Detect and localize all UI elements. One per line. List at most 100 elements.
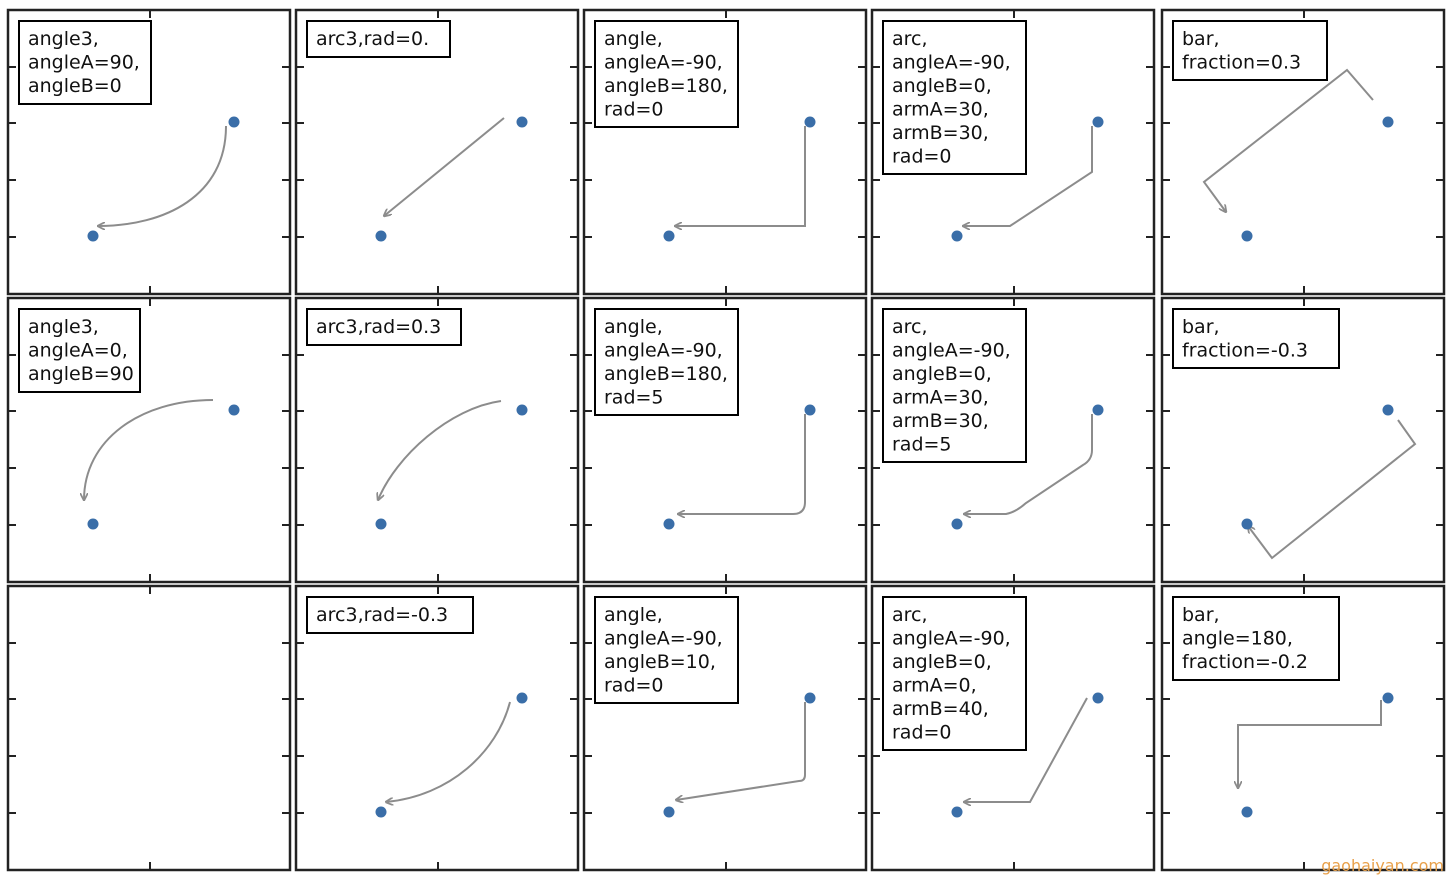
label-line: angle=180, [1182,628,1293,650]
point-a [375,230,387,242]
label-box-border [594,20,739,128]
point-a [375,806,387,818]
connector-arrow [98,125,227,226]
label-line: angleA=-90, [604,628,723,650]
label-box: arc,angleA=-90,angleB=0,armA=0,armB=40,r… [882,596,1027,751]
label-box-border [594,308,739,416]
label-line: angleB=0, [892,651,992,673]
label-line: angleB=10, [604,651,716,673]
connector-arrow [1238,700,1382,788]
panel-r3c4: arc,angleA=-90,angleB=0,armA=0,armB=40,r… [870,584,1156,872]
label-line: rad=5 [892,434,952,456]
point-b [228,404,240,416]
panel-r3c3: angle,angleA=-90,angleB=10,rad=0 [582,584,868,872]
label-line: arc3,rad=-0.3 [316,604,448,626]
label-line: rad=0 [892,722,952,744]
label-line: angleB=0, [892,363,992,385]
panel-frame [6,584,292,872]
point-b [804,404,816,416]
label-line: rad=5 [604,387,664,409]
label-line: fraction=-0.3 [1182,340,1308,362]
label-line: angle, [604,604,663,626]
point-b [516,404,528,416]
label-line: angle3, [28,316,99,338]
panel-r1c1: angle3,angleA=90,angleB=0 [6,8,292,296]
label-box: bar,angle=180,fraction=-0.2 [1172,596,1340,681]
label-line: angle, [604,28,663,50]
point-a [1241,518,1253,530]
label-line: armB=30, [892,122,989,144]
label-box-border [18,20,152,105]
label-line: angle, [604,316,663,338]
panel-r2c4: arc,angleA=-90,angleB=0,armA=30,armB=30,… [870,296,1156,584]
label-box-border [1172,308,1340,369]
label-line: angleB=0 [28,75,122,97]
label-box-border [594,596,739,704]
label-box-border [1172,20,1328,81]
panel-r2c2: arc3,rad=0.3 [294,296,580,584]
label-line: angle3, [28,28,99,50]
label-line: bar, [1182,28,1220,50]
panel-r2c1: angle3,angleA=0,angleB=90 [6,296,292,584]
label-line: bar, [1182,316,1220,338]
point-b [1382,692,1394,704]
point-b [516,692,528,704]
connector-arrow [676,702,806,800]
connector-arrow [1202,68,1374,212]
label-line: angleA=-90, [892,628,1011,650]
label-line: angleB=180, [604,75,728,97]
point-b [1092,116,1104,128]
connector-arrow [384,117,505,216]
point-b [804,692,816,704]
label-box: angle,angleA=-90,angleB=10,rad=0 [594,596,739,704]
label-box-border [882,308,1027,463]
label-box: arc3,rad=-0.3 [306,596,474,634]
panel-r2c3: angle,angleA=-90,angleB=180,rad=5 [582,296,868,584]
label-line: arc, [892,316,928,338]
label-line: angleA=-90, [892,340,1011,362]
label-line: armA=30, [892,99,989,121]
label-box-border [18,308,141,393]
label-box: angle3,angleA=0,angleB=90 [18,308,141,393]
label-box-border [306,20,451,58]
connector-arrow [1248,419,1417,560]
point-b [1092,404,1104,416]
label-line: armB=30, [892,410,989,432]
label-box-border [882,20,1027,175]
label-line: angleB=0, [892,75,992,97]
panel-r3c5: bar,angle=180,fraction=-0.2 [1160,584,1446,872]
panel-r1c3: angle,angleA=-90,angleB=180,rad=0 [582,8,868,296]
label-box-border [306,308,462,346]
point-a [951,806,963,818]
label-line: armA=0, [892,675,977,697]
label-box: arc3,rad=0.3 [306,308,462,346]
label-line: armA=30, [892,387,989,409]
label-line: rad=0 [892,146,952,168]
point-a [951,230,963,242]
label-line: arc, [892,604,928,626]
panel-r3c1 [6,584,292,872]
label-box: angle,angleA=-90,angleB=180,rad=0 [594,20,739,128]
label-line: angleA=-90, [892,52,1011,74]
connector-arrow [678,414,806,514]
label-box: arc,angleA=-90,angleB=0,armA=30,armB=30,… [882,308,1027,463]
point-a [663,518,675,530]
label-box: arc3,rad=0. [306,20,451,58]
label-line: fraction=0.3 [1182,52,1301,74]
label-box-border [306,596,474,634]
point-a [375,518,387,530]
label-box: arc,angleA=-90,angleB=0,armA=30,armB=30,… [882,20,1027,175]
point-b [516,116,528,128]
watermark: gaohaiyan.com [1321,856,1444,875]
point-b [1382,404,1394,416]
label-box: bar,fraction=0.3 [1172,20,1328,81]
point-a [87,518,99,530]
point-a [663,806,675,818]
label-line: arc3,rad=0.3 [316,316,441,338]
label-line: bar, [1182,604,1220,626]
label-line: rad=0 [604,99,664,121]
label-line: angleB=180, [604,363,728,385]
connector-arrow [964,697,1088,802]
panel-r2c5: bar,fraction=-0.3 [1160,296,1446,584]
